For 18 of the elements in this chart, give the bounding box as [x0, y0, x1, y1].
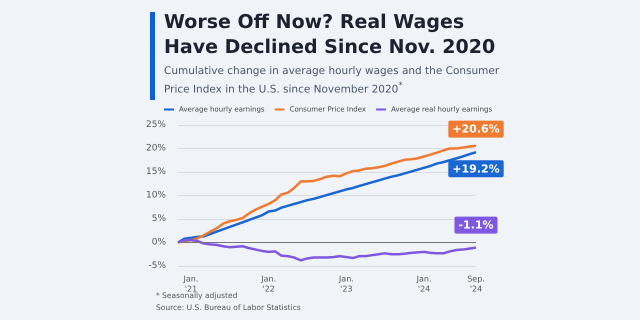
y-tick-label: 25%	[146, 120, 166, 130]
data-label: -1.1%	[458, 218, 494, 232]
y-tick-label: 15%	[146, 167, 166, 177]
x-tick-label: Jan. '23	[338, 274, 354, 294]
y-tick-label: 20%	[146, 144, 166, 154]
data-label: +19.2%	[452, 162, 500, 176]
line-series	[176, 238, 478, 262]
y-tick-label: 5%	[152, 214, 166, 224]
chart-title: Worse Off Now? Real Wages Have Declined Since Nov. 2020	[164, 10, 496, 60]
chart-subtitle: Cumulative change in average hourly wages and the Consumer Price Index in the U.S. since November 2020$^{*}$	[164, 64, 500, 98]
x-tick-label: Jan. '24	[416, 274, 432, 294]
x-tick-label: Jan. '22	[260, 274, 276, 294]
x-tick-label: Sep. '24	[467, 274, 485, 294]
y-tick-label: 10%	[146, 190, 166, 200]
x-tick-label: Jan. '21	[182, 274, 198, 294]
y-tick-label: 0%	[152, 238, 166, 248]
y-tick-label: -5%	[148, 261, 166, 271]
data-label: +20.6%	[452, 122, 500, 136]
